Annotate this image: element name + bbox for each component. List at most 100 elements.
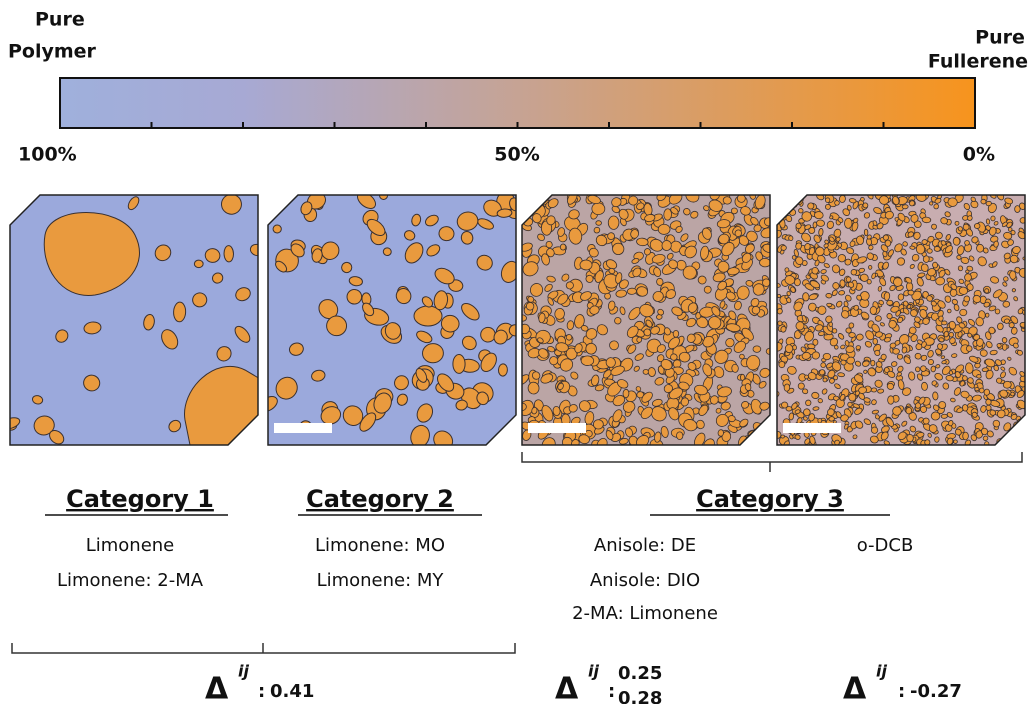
scale-bar	[528, 423, 586, 433]
colorbar	[60, 78, 975, 128]
tick-label: 100%	[18, 144, 77, 166]
category-item: Limonene	[86, 535, 175, 556]
domain	[606, 357, 616, 367]
domain	[498, 364, 508, 377]
category-item: 2-MA: Limonene	[572, 603, 718, 624]
domain	[818, 228, 823, 236]
delta: Δ ij : 0.25 0.28	[555, 662, 662, 704]
domain	[985, 313, 989, 318]
domain	[915, 353, 922, 360]
domain	[173, 302, 186, 322]
delta: Δ ij : -0.27	[843, 662, 962, 704]
domain	[826, 293, 833, 298]
right-label: Fullerene	[928, 51, 1028, 73]
domain	[326, 316, 347, 336]
domain	[844, 218, 852, 228]
domain	[833, 375, 838, 380]
category-item: Anisole: DIO	[590, 570, 700, 591]
domain	[814, 211, 823, 219]
domain	[893, 348, 900, 354]
domain	[662, 240, 672, 251]
domain	[941, 355, 945, 359]
domain	[194, 260, 203, 268]
delta-value: 0.41	[270, 681, 314, 702]
domain	[1009, 271, 1016, 280]
left-label: Pure	[35, 9, 85, 31]
domain	[993, 241, 998, 248]
domain	[886, 300, 893, 306]
domain	[984, 289, 988, 294]
domain	[1020, 322, 1027, 327]
delta-value: -0.27	[910, 681, 962, 702]
domain	[976, 244, 984, 252]
domain	[888, 396, 894, 405]
delta-separator: :	[898, 681, 905, 702]
category-item: Limonene: 2-MA	[57, 570, 204, 591]
delta: Δ ij : 0.41	[205, 662, 314, 704]
domain	[908, 290, 915, 296]
domain	[875, 316, 881, 322]
domain	[976, 374, 981, 378]
domain	[718, 429, 724, 436]
domain	[422, 343, 444, 363]
domain	[990, 216, 995, 221]
domain	[644, 248, 651, 255]
left-label: Polymer	[8, 41, 97, 63]
domain	[931, 224, 937, 230]
domain	[939, 338, 945, 343]
category-item: Limonene: MO	[315, 535, 445, 556]
domain	[519, 194, 530, 207]
domain	[837, 372, 844, 377]
domain	[224, 246, 234, 263]
domain	[776, 198, 784, 205]
domain	[963, 432, 969, 440]
domain	[932, 262, 938, 269]
morphology-panel	[514, 188, 775, 455]
domain	[975, 387, 980, 391]
domain	[580, 260, 592, 270]
domain	[1020, 431, 1026, 437]
domain	[965, 274, 972, 281]
domain	[791, 197, 796, 202]
domain	[585, 343, 596, 355]
domain	[778, 321, 782, 326]
domain	[897, 354, 902, 359]
delta-superscript: ij	[876, 662, 887, 681]
domain	[997, 323, 1003, 330]
domain	[986, 219, 990, 225]
domain	[732, 364, 739, 372]
domain	[942, 321, 948, 325]
delta-superscript: ij	[588, 662, 599, 681]
domain	[528, 382, 540, 395]
domain	[780, 193, 787, 199]
domain	[811, 267, 818, 274]
domain	[829, 416, 835, 421]
domain	[996, 378, 1002, 384]
domain	[509, 325, 521, 337]
domain	[965, 270, 969, 274]
domain	[974, 223, 980, 229]
domain	[795, 193, 801, 199]
domain	[826, 303, 832, 307]
domain	[526, 302, 534, 310]
domain	[980, 199, 986, 205]
domain	[560, 244, 566, 251]
domain	[723, 196, 732, 204]
domain	[840, 360, 846, 366]
domain	[816, 220, 825, 227]
domain	[825, 198, 830, 203]
domain	[929, 202, 933, 205]
domain	[784, 384, 790, 392]
domain	[931, 366, 936, 372]
domain	[813, 222, 817, 228]
domain	[922, 217, 931, 223]
domain	[823, 353, 831, 360]
domain	[839, 195, 846, 203]
delta-value: 0.25	[618, 663, 662, 684]
domain	[627, 288, 637, 295]
morphology-panel	[257, 189, 522, 453]
domain	[1002, 337, 1008, 343]
domain	[453, 354, 465, 373]
domain	[910, 246, 916, 250]
domain	[1002, 344, 1007, 351]
